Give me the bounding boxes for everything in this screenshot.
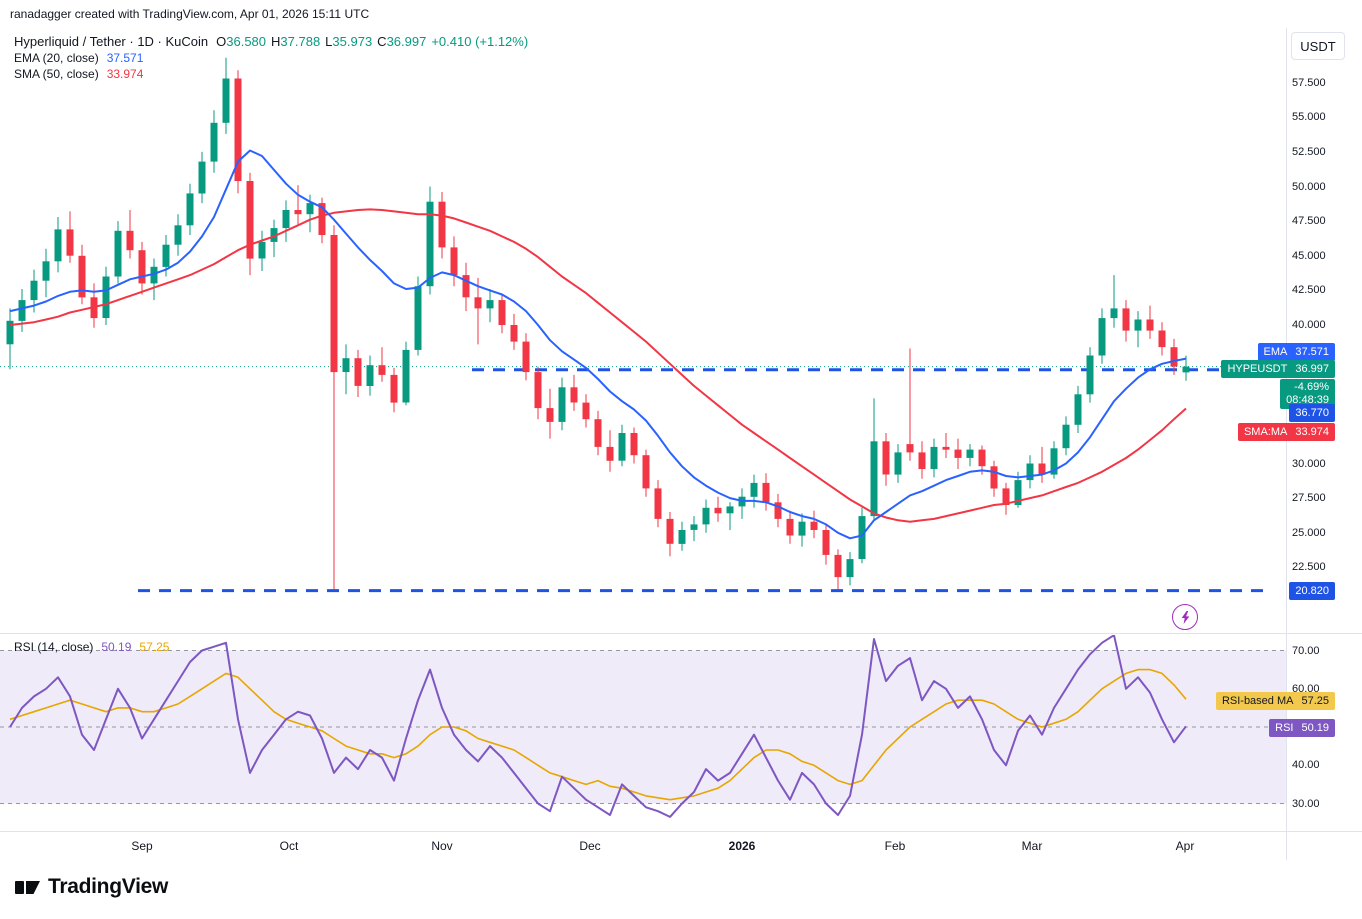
tag-bar-countdown: 08:48:39 [1286, 394, 1329, 406]
time-axis-label: Sep [131, 839, 153, 853]
high-value: 37.788 [280, 34, 321, 49]
rsi-legend[interactable]: RSI (14, close) 50.19 57.25 [14, 640, 169, 655]
price-axis-tick: 27.500 [1292, 492, 1326, 504]
price-axis-separator [1286, 28, 1287, 860]
time-axis-label: Feb [884, 839, 906, 853]
tag-rsi-label: RSI [1275, 722, 1294, 734]
price-axis-tick: 57.500 [1292, 77, 1326, 89]
rsi-pane-canvas[interactable] [0, 635, 1286, 831]
price-axis-tag-ema: EMA 37.571 [1257, 343, 1335, 361]
price-axis-tick: 25.000 [1292, 527, 1326, 539]
rsi-axis-tag-rsi: RSI 50.19 [1269, 719, 1335, 737]
tag-rsi-value: 50.19 [1301, 722, 1329, 734]
tag-rsi-ma-value: 57.25 [1301, 695, 1329, 707]
tag-ema-label: EMA [1263, 346, 1288, 358]
symbol-title: Hyperliquid / Tether · 1D · KuCoin [14, 34, 209, 49]
open-label: O [216, 34, 227, 49]
tag-sma-label: SMA:MA [1243, 426, 1288, 438]
flash-marker-button[interactable] [1172, 604, 1198, 630]
price-axis-tick: 50.000 [1292, 181, 1326, 193]
rsi-line [9, 635, 1187, 818]
price-axis-tag-support-line: 20.820 [1289, 582, 1335, 600]
symbol-legend-row[interactable]: Hyperliquid / Tether · 1D · KuCoin O36.58… [14, 34, 528, 50]
main-legend: Hyperliquid / Tether · 1D · KuCoin O36.58… [14, 34, 528, 82]
lightning-icon [1181, 610, 1189, 624]
open-value: 36.580 [226, 34, 267, 49]
price-axis-tick: 45.000 [1292, 250, 1326, 262]
low-value: 35.973 [332, 34, 373, 49]
tag-sma-value: 33.974 [1295, 426, 1329, 438]
time-axis-label: Mar [1021, 839, 1043, 853]
time-axis[interactable] [0, 832, 1362, 860]
tradingview-logo-icon [15, 881, 40, 894]
ema-legend-row[interactable]: EMA (20, close) 37.571 [14, 50, 528, 66]
tag-symbol-label: HYPEUSDT [1227, 363, 1288, 375]
rsi-ma-line [9, 668, 1187, 801]
price-pane-canvas[interactable] [0, 30, 1286, 632]
price-axis-tick: 52.500 [1292, 146, 1326, 158]
time-axis-label: Oct [279, 839, 299, 853]
tag-ema-value: 37.571 [1295, 346, 1329, 358]
sma-label: SMA (50, close) [14, 67, 99, 81]
tag-symbol-value: 36.997 [1295, 363, 1329, 375]
price-axis-tag-symbol: HYPEUSDT 36.997 [1221, 360, 1335, 378]
low-label: L [325, 34, 333, 49]
tag-rsi-ma-label: RSI-based MA [1221, 695, 1294, 707]
rsi-value: 50.19 [101, 640, 132, 654]
time-axis-label: Dec [579, 839, 601, 853]
price-axis-tick: 30.000 [1292, 458, 1326, 470]
rsi-axis-tick: 40.00 [1292, 759, 1320, 771]
time-axis-label: Apr [1175, 839, 1195, 853]
currency-toggle-button[interactable]: USDT [1291, 32, 1345, 60]
rsi-axis-tick: 30.00 [1292, 798, 1320, 810]
time-axis-label: 2026 [728, 839, 756, 853]
sma-50-line [9, 208, 1187, 523]
change-value: +0.410 (+1.12%) [431, 34, 529, 49]
rsi-axis-tick: 70.00 [1292, 645, 1320, 657]
sma-value: 33.974 [106, 67, 144, 81]
price-axis-tick: 42.500 [1292, 284, 1326, 296]
ema-value: 37.571 [106, 51, 144, 65]
high-label: H [271, 34, 281, 49]
tag-resistance-value: 36.770 [1295, 407, 1329, 419]
price-axis-tick: 22.500 [1292, 561, 1326, 573]
price-axis-tick: 55.000 [1292, 111, 1326, 123]
sma-legend-row[interactable]: SMA (50, close) 33.974 [14, 66, 528, 82]
tag-support-value: 20.820 [1295, 585, 1329, 597]
rsi-label: RSI (14, close) [14, 640, 94, 654]
candles [6, 57, 1190, 590]
rsi-axis-tag-rsi-ma: RSI-based MA 57.25 [1215, 692, 1335, 710]
price-axis-tag-resistance-line: 36.770 [1289, 404, 1335, 422]
rsi-ma-value: 57.25 [139, 640, 170, 654]
tradingview-logo-text: TradingView [48, 874, 169, 898]
time-axis-separator [0, 831, 1362, 832]
close-label: C [377, 34, 387, 49]
ema-20-line [9, 149, 1187, 540]
attribution-text: ranadagger created with TradingView.com,… [10, 7, 370, 21]
tradingview-logo[interactable]: TradingView [14, 873, 168, 900]
price-axis-tick: 47.500 [1292, 215, 1326, 227]
tag-change-percent: -4.69% [1294, 381, 1329, 393]
pane-separator[interactable] [0, 633, 1362, 634]
time-axis-label: Nov [431, 839, 453, 853]
close-value: 36.997 [386, 34, 427, 49]
ema-label: EMA (20, close) [14, 51, 99, 65]
price-axis-tag-sma: SMA:MA 33.974 [1237, 423, 1335, 441]
price-axis-tick: 40.000 [1292, 319, 1326, 331]
